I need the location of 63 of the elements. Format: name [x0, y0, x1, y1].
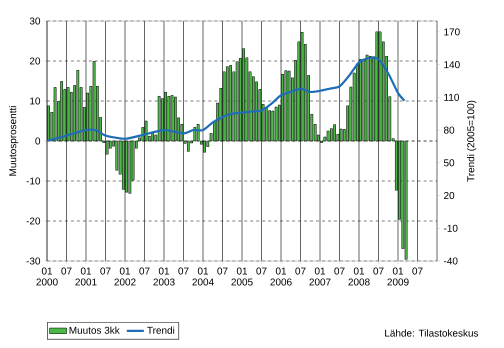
- y2-tick-label: 140: [444, 61, 460, 68]
- bar: [151, 132, 154, 142]
- x-tick-label: 07: [373, 268, 384, 275]
- bar: [229, 65, 232, 142]
- x-tick-label: 07: [139, 268, 150, 275]
- y-axis-title: Muutosprosentti: [8, 106, 18, 176]
- x-tick-label: 07: [412, 268, 423, 275]
- y-tick-label: 10: [30, 97, 40, 105]
- bar: [281, 74, 284, 142]
- bar: [284, 70, 288, 142]
- line-series: [47, 56, 406, 142]
- x-tick-label: 07: [217, 268, 228, 275]
- bar: [125, 140, 128, 192]
- bar: [203, 140, 206, 152]
- y2-tick-label: 20: [444, 192, 454, 200]
- legend-label: Muutos 3kk: [70, 326, 120, 334]
- bar: [271, 110, 274, 142]
- x-tick-label: 01 2009: [387, 268, 409, 286]
- x-tick-label: 01 2003: [153, 268, 175, 286]
- bar: [366, 54, 368, 142]
- y-tick-label: 0: [35, 137, 40, 145]
- y2-tick-label: 110: [444, 94, 460, 101]
- y-tick-label: -10: [26, 177, 40, 185]
- x-tick-label: 07: [100, 268, 111, 275]
- bar: [226, 66, 229, 142]
- bar: [268, 110, 272, 142]
- x-tick-label: 01 2001: [75, 268, 97, 286]
- x-tick-label: 01 2002: [114, 268, 136, 286]
- bar: [288, 70, 290, 142]
- y2-tick-label: 50: [444, 159, 454, 166]
- y2-tick-label: -40: [444, 257, 458, 265]
- y-tick-label: -20: [26, 217, 40, 225]
- bar: [54, 87, 56, 142]
- x-tick-label: 01 2008: [348, 268, 370, 286]
- x-tick-label: 07: [178, 268, 189, 275]
- y-tick-label: 20: [30, 57, 40, 65]
- x-tick-label: 01 2004: [192, 268, 214, 286]
- bar: [274, 106, 278, 142]
- bar: [76, 70, 80, 142]
- x-tick-label: 07: [295, 268, 306, 275]
- y-tick-label: 30: [30, 17, 40, 25]
- bar: [60, 81, 63, 142]
- text: Lähde: Tilastokeskus: [385, 329, 478, 337]
- bar: [376, 32, 378, 142]
- y2-tick-label: 170: [444, 28, 460, 36]
- x-tick-label: 01 2000: [36, 268, 58, 286]
- y2-tick-label: -10: [444, 224, 458, 232]
- bar: [122, 140, 125, 190]
- x-tick-label: 01 2005: [231, 268, 253, 286]
- legend-label: Trendi: [147, 326, 174, 334]
- x-tick-label: 07: [334, 268, 345, 275]
- bar: [369, 56, 372, 142]
- bar: [359, 59, 362, 142]
- y2-axis-title: Trendi (2005=100): [466, 100, 476, 182]
- y-tick-label: -30: [26, 257, 40, 265]
- bar: [300, 32, 304, 142]
- x-tick-label: 01 2006: [270, 268, 292, 286]
- bar: [66, 87, 70, 142]
- x-tick-label: 07: [256, 268, 267, 275]
- x-tick-label: 01 2007: [309, 268, 331, 286]
- x-tick-label: 07: [61, 268, 72, 275]
- bar: [128, 140, 132, 194]
- y2-tick-label: 80: [444, 126, 454, 134]
